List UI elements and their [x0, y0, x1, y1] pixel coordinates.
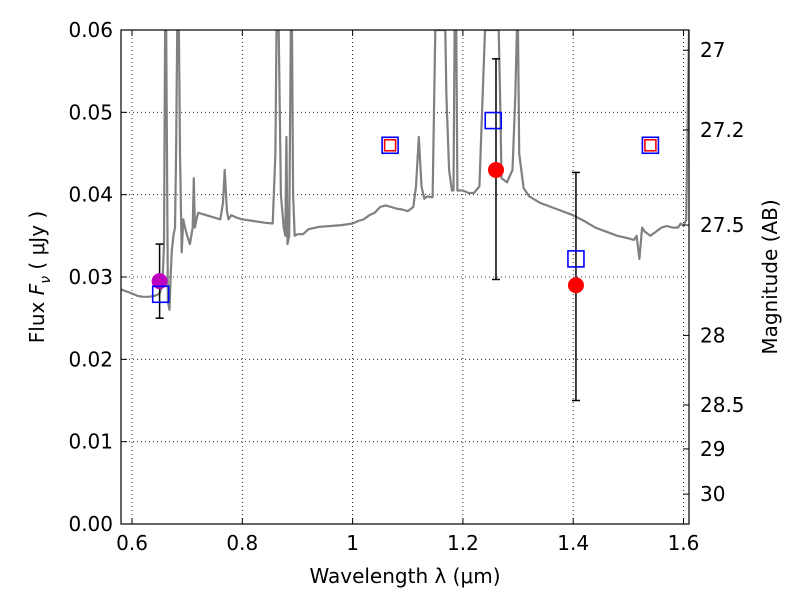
- y-tick-label: 0.04: [68, 183, 113, 207]
- error-bars: [155, 58, 580, 402]
- model-filter-point: [484, 111, 503, 130]
- x-axis-label: Wavelength λ (μm): [309, 564, 500, 588]
- y-axis-label: Flux Fν ( μJy ): [25, 211, 54, 343]
- y-axis-ticks: 0.00 0.01 0.02 0.03 0.04 0.05 0.06: [68, 18, 127, 536]
- y-axis-label-symbol: F: [25, 283, 49, 295]
- data-markers: [151, 111, 660, 304]
- y-tick-label: 0.00: [68, 512, 113, 536]
- y2-tick-label: 30: [700, 482, 725, 506]
- model-spectrum-line: [121, 30, 689, 311]
- model-filter-point: [644, 138, 657, 152]
- x-tick-label: 1.6: [668, 531, 700, 555]
- x-tick-label: 1.2: [447, 531, 479, 555]
- y2-axis-ticks: 27 27.2 27.5 28 28.5 29 30: [683, 38, 745, 506]
- y-tick-label: 0.05: [68, 100, 113, 124]
- grid-lines: [121, 29, 689, 525]
- y2-tick-label: 29: [700, 437, 725, 461]
- y2-tick-label: 28: [700, 323, 725, 347]
- y-axis-label-prefix: Flux: [25, 295, 49, 343]
- y2-tick-label: 27.2: [700, 118, 745, 142]
- y2-axis-label: Magnitude (AB): [758, 199, 782, 354]
- y-axis-label-suffix: ( μJy ): [25, 211, 49, 276]
- model-spectrum: [121, 30, 689, 311]
- model-filter-point: [641, 136, 660, 155]
- y-tick-label: 0.03: [68, 265, 113, 289]
- y-axis-label-subscript: ν: [38, 276, 54, 284]
- measured-point: [567, 277, 584, 294]
- x-tick-label: 1.4: [557, 531, 589, 555]
- x-tick-label: 0.8: [226, 531, 258, 555]
- y2-tick-label: 27: [700, 38, 725, 62]
- x-axis-ticks: 0.6 0.8 1 1.2 1.4 1.6: [116, 30, 699, 555]
- model-filter-point: [567, 250, 585, 268]
- x-tick-label: 1: [346, 531, 359, 555]
- model-filter-point: [381, 136, 399, 155]
- y-tick-label: 0.01: [68, 430, 113, 454]
- measured-point: [487, 161, 504, 178]
- x-tick-label: 0.6: [116, 531, 148, 555]
- model-filter-point: [383, 138, 397, 152]
- y-tick-label: 0.02: [68, 347, 113, 371]
- y2-tick-label: 28.5: [700, 393, 745, 417]
- measured-point: [151, 273, 168, 290]
- y2-tick-label: 27.5: [700, 213, 745, 237]
- y-tick-label: 0.06: [68, 18, 113, 42]
- model-filter-point: [151, 285, 170, 304]
